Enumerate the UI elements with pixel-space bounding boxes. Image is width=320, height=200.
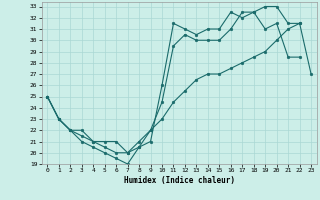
X-axis label: Humidex (Indice chaleur): Humidex (Indice chaleur): [124, 176, 235, 185]
